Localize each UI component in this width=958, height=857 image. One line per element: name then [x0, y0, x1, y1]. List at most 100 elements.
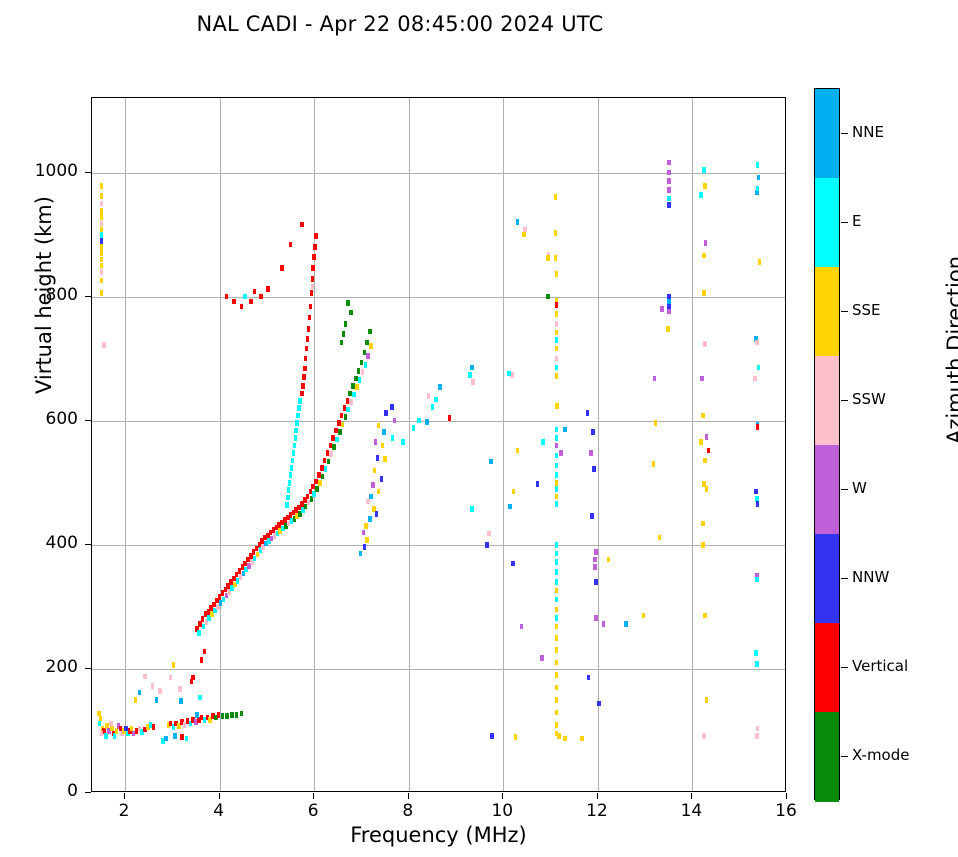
y-tick-label: 200	[45, 656, 78, 677]
echo-point-w	[589, 450, 594, 456]
echo-point-sse	[166, 721, 171, 728]
echo-point-vertical	[309, 290, 314, 296]
x-tick-label: 4	[213, 801, 225, 821]
echo-point-ssw	[227, 589, 231, 595]
echo-point-x-mode	[292, 515, 297, 522]
echo-point-sse	[380, 442, 385, 449]
echo-point-e	[290, 457, 295, 464]
echo-point-sse	[757, 259, 762, 265]
echo-point-vertical	[128, 728, 132, 734]
echo-point-nne	[489, 458, 493, 465]
echo-point-w	[116, 723, 121, 729]
echo-point-sse	[555, 402, 559, 409]
echo-point-ssw	[286, 520, 291, 527]
y-tick	[85, 667, 91, 669]
echo-point-vertical	[314, 478, 318, 485]
x-tick-label: 12	[586, 801, 608, 821]
echo-point-w	[366, 353, 370, 359]
echo-point-e	[554, 615, 559, 621]
echo-point-sse	[318, 479, 322, 486]
echo-point-x-mode	[368, 328, 372, 335]
echo-point-sse	[554, 373, 559, 379]
echo-point-nne	[508, 503, 512, 510]
echo-point-nnw	[585, 410, 590, 417]
echo-point-e	[258, 546, 263, 553]
echo-point-x-mode	[351, 383, 355, 389]
echo-point-vertical	[180, 734, 184, 740]
echo-point-vertical	[199, 657, 204, 663]
echo-point-sse	[372, 506, 376, 512]
echo-point-e	[554, 579, 559, 585]
y-axis-label: Virtual height (km)	[32, 196, 56, 394]
echo-point-e	[295, 420, 299, 426]
echo-point-e	[554, 559, 559, 565]
echo-point-ssw	[99, 200, 104, 207]
echo-point-x-mode	[320, 473, 325, 480]
echo-point-vertical	[280, 519, 284, 526]
echo-point-e	[221, 596, 226, 603]
echo-point-nnw	[754, 488, 758, 495]
echo-point-e	[357, 376, 362, 383]
echo-point-ssw	[182, 721, 187, 728]
echo-point-vertical	[224, 293, 229, 300]
echo-point-e	[346, 406, 351, 413]
grid-hline	[92, 296, 785, 298]
echo-point-x-mode	[284, 523, 288, 529]
echo-point-sse	[702, 457, 707, 464]
echo-point-vertical	[226, 582, 230, 589]
echo-point-ssw	[261, 544, 265, 551]
x-tick	[691, 793, 693, 799]
echo-point-x-mode	[356, 368, 361, 374]
echo-point-vertical	[180, 719, 184, 726]
echo-point-x-mode	[337, 429, 342, 435]
echo-point-nne	[368, 515, 372, 522]
echo-point-nnw	[667, 303, 671, 310]
echo-point-nne	[179, 698, 183, 704]
echo-point-sse	[554, 721, 559, 728]
echo-point-vertical	[339, 412, 344, 419]
colorbar-segment-nnw	[815, 534, 839, 624]
echo-point-vertical	[189, 678, 194, 685]
x-tick-label: 2	[118, 801, 130, 821]
echo-point-nnw	[511, 560, 515, 567]
echo-point-vertical	[312, 254, 316, 260]
echo-point-vertical	[302, 497, 307, 503]
echo-point-sse	[641, 612, 646, 619]
echo-point-vertical	[257, 541, 262, 548]
echo-point-vertical	[274, 524, 279, 531]
echo-point-ssw	[109, 720, 113, 727]
y-tick-label: 400	[45, 532, 78, 553]
colorbar-tick	[841, 132, 848, 134]
echo-point-sse	[553, 255, 558, 261]
echo-point-ssw	[215, 604, 220, 610]
echo-point-sse	[365, 537, 369, 543]
echo-point-w	[392, 417, 397, 424]
echo-point-x-mode	[326, 458, 331, 465]
echo-point-x-mode	[341, 331, 346, 337]
echo-point-e	[230, 585, 234, 591]
echo-point-vertical	[232, 298, 236, 305]
echo-point-x-mode	[239, 710, 244, 717]
echo-point-nnw	[490, 733, 494, 739]
x-tick	[786, 793, 787, 799]
echo-point-vertical	[252, 288, 257, 295]
echo-point-nne	[163, 735, 168, 742]
echo-point-sse	[554, 659, 559, 666]
echo-point-sse	[354, 384, 359, 390]
echo-point-e	[289, 518, 294, 524]
echo-point-e	[554, 501, 559, 507]
grid-vline	[692, 98, 694, 791]
echo-point-sse	[701, 520, 705, 527]
echo-point-e	[287, 479, 292, 486]
echo-point-e	[293, 435, 298, 441]
echo-point-e	[754, 576, 759, 583]
echo-point-nnw	[362, 544, 367, 551]
echo-point-vertical	[447, 415, 452, 421]
colorbar-label-vertical: Vertical	[852, 656, 909, 675]
echo-point-vertical	[266, 286, 270, 292]
echo-point-sse	[171, 662, 176, 668]
echo-point-sse	[554, 672, 559, 678]
grid-lines	[92, 98, 785, 791]
echo-point-vertical	[220, 590, 225, 596]
echo-point-nnw	[667, 293, 671, 300]
